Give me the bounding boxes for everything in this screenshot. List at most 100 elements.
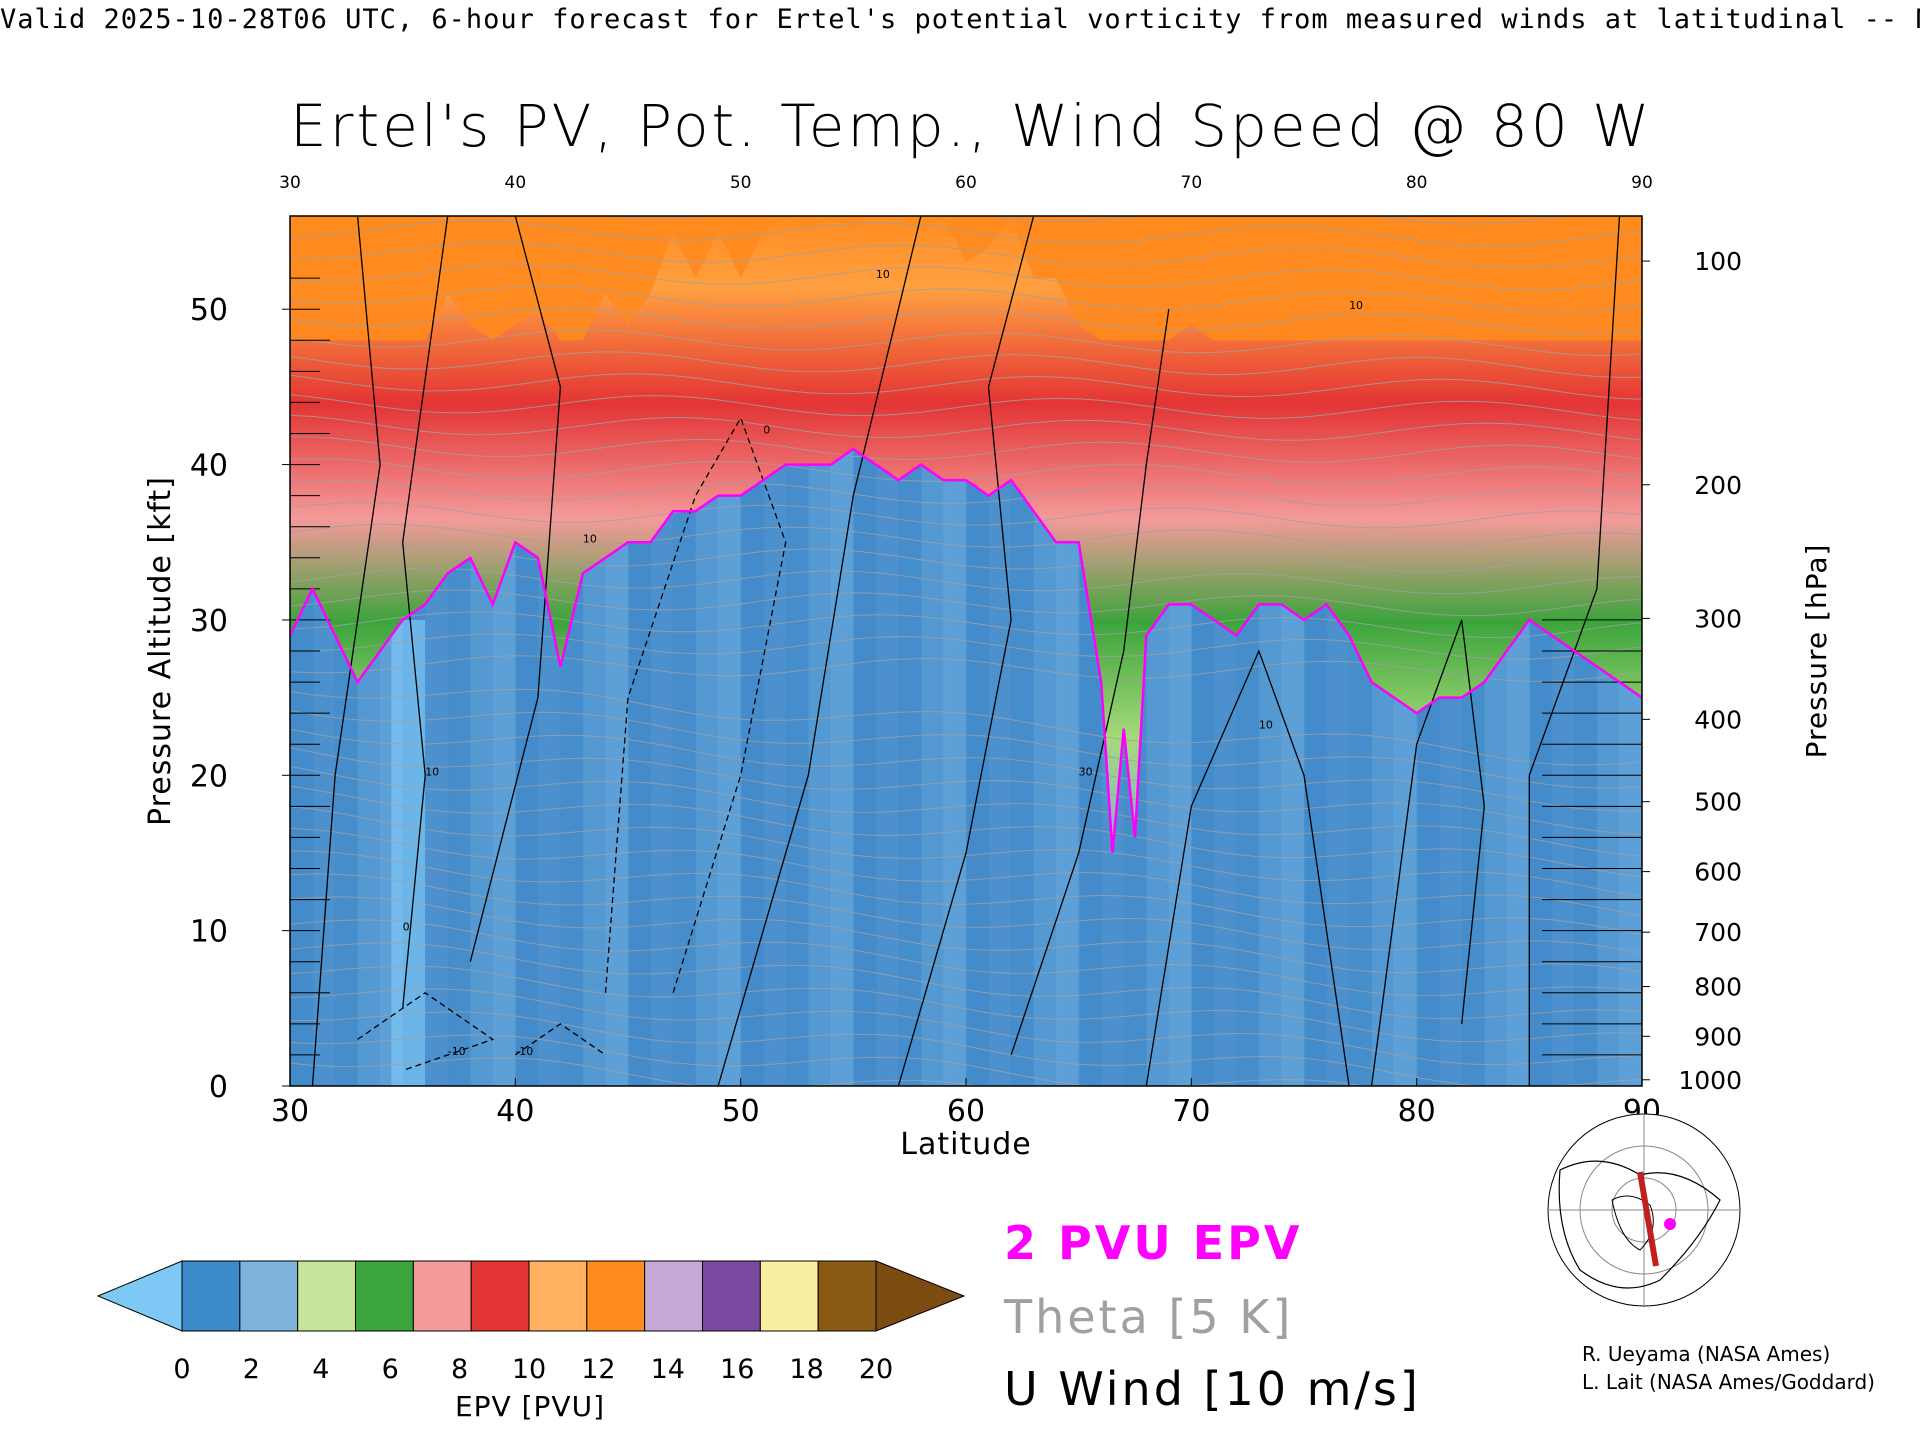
- pressure-tick-label: 100: [1694, 247, 1742, 276]
- x-tick-label: 30: [271, 1094, 309, 1129]
- colorbar-over-arrow: [875, 1260, 966, 1332]
- x-top-tick-label: 40: [505, 173, 527, 193]
- wind-contour: [402, 216, 449, 1009]
- chart-title: Ertel's PV, Pot. Temp., Wind Speed @ 80 …: [290, 92, 1653, 160]
- wind-contour-label: 10: [583, 532, 597, 545]
- wind-contour: [514, 1023, 606, 1056]
- theta-contour: [290, 394, 1642, 421]
- y-tick-label: 0: [209, 1070, 228, 1105]
- legend-theta: Theta [5 K]: [1004, 1290, 1294, 1344]
- wind-contour-label: -10: [515, 1045, 533, 1058]
- location-map: [1547, 1113, 1741, 1307]
- x-axis-top: 30 40 50 60 70 80 90: [279, 173, 1653, 193]
- pv-colorbar: 0 2 4 6 8 10 12 14 16 18 20 EPV [PVU]: [96, 1260, 966, 1423]
- colorbar-cell: [297, 1260, 356, 1332]
- pressure-tick-label: 200: [1694, 471, 1742, 500]
- theta-contour: [290, 1034, 1366, 1086]
- colorbar-cell: [644, 1260, 704, 1332]
- y-axis-label: Pressure Altitude [kft]: [143, 476, 178, 826]
- wind-contour-label: 10: [1349, 299, 1363, 312]
- wind-contour-label: 10: [876, 268, 890, 281]
- y-tick-label: 10: [190, 915, 228, 950]
- x-axis-label: Latitude: [900, 1127, 1031, 1162]
- theta-contour: [290, 307, 1642, 335]
- legend-2pvu: 2 PVU EPV: [1004, 1216, 1303, 1270]
- theta-contour: [290, 896, 1642, 974]
- colorbar-tick-label: 2: [243, 1354, 260, 1385]
- x-tick-label: 60: [947, 1094, 985, 1129]
- x-top-tick-label: 90: [1631, 173, 1653, 193]
- low-pv-column: [391, 619, 426, 1086]
- pressure-tick-label: 300: [1694, 604, 1742, 633]
- colorbar-tick-label: 20: [859, 1354, 893, 1385]
- colorbar-under-arrow: [96, 1260, 183, 1332]
- x-tick-label: 80: [1398, 1094, 1436, 1129]
- theta-contour: [290, 710, 1642, 789]
- credit-line-1: R. Ueyama (NASA Ames): [1582, 1342, 1831, 1366]
- x-top-tick-label: 30: [279, 173, 301, 193]
- theta-contour: [290, 988, 1642, 1066]
- y-tick-label: 40: [190, 449, 228, 484]
- colorbar-tick-label: 18: [789, 1354, 823, 1385]
- theta-contour: [290, 219, 1642, 247]
- theta-contour: [290, 589, 1642, 617]
- theta-contour: [290, 728, 1642, 812]
- colorbar-tick-label: 12: [581, 1354, 615, 1385]
- colorbar-tick-label: 0: [173, 1354, 190, 1385]
- colorbar-cell: [181, 1260, 241, 1332]
- colorbar-cell: [759, 1260, 819, 1332]
- legend-wind: U Wind [10 m/s]: [1004, 1362, 1421, 1416]
- colorbar-cell: [355, 1260, 414, 1332]
- location-marker: [1664, 1218, 1676, 1230]
- pressure-tick-label: 900: [1694, 1022, 1742, 1051]
- x-tick-label: 40: [496, 1094, 534, 1129]
- wind-contour: [311, 216, 381, 1086]
- wind-contour-label: 0: [403, 921, 410, 934]
- stratosphere-upper-band: [290, 216, 1642, 341]
- wind-contour-label: 10: [1259, 719, 1273, 732]
- theta-contour: [290, 567, 1642, 595]
- wind-contour-label: 10: [425, 765, 439, 778]
- theta-contour: [290, 1011, 1642, 1086]
- x-axis-bottom: 30 40 50 60 70 80 90: [271, 1078, 1661, 1129]
- pressure-tick-label: 500: [1694, 788, 1742, 817]
- theta-contour: [290, 241, 1642, 269]
- colorbar-tick-label: 16: [720, 1354, 754, 1385]
- y-tick-label: 20: [190, 759, 228, 794]
- wind-contours: [290, 216, 1642, 1086]
- x-top-tick-label: 80: [1406, 173, 1428, 193]
- y-tick-label: 30: [190, 604, 228, 639]
- colorbar-tick-label: 6: [382, 1354, 399, 1385]
- colorbar-cell: [586, 1260, 646, 1332]
- x-tick-label: 50: [722, 1094, 760, 1129]
- colorbar-cell: [239, 1260, 299, 1332]
- theta-contour: [290, 523, 1642, 551]
- theta-contour: [290, 965, 1642, 1043]
- colorbar-cell: [702, 1260, 761, 1332]
- x-top-tick-label: 60: [955, 173, 977, 193]
- y-tick-label: 50: [190, 293, 228, 328]
- wind-contour: [1370, 619, 1485, 1086]
- x-top-tick-label: 50: [730, 173, 752, 193]
- wind-contour-label: -10: [448, 1045, 466, 1058]
- colorbar-tick-label: 14: [651, 1354, 685, 1385]
- colorbar-cell: [412, 1260, 472, 1332]
- theta-contour: [290, 611, 1642, 639]
- valid-time-line: Valid 2025-10-28T06 UTC, 6-hour forecast…: [0, 4, 1920, 35]
- wind-contour: [1145, 649, 1350, 1086]
- theta-contour: [606, 216, 1567, 225]
- wind-contour-label: 0: [763, 424, 770, 437]
- pressure-tick-label: 1000: [1678, 1066, 1742, 1095]
- colorbar-tick-label: 8: [451, 1354, 468, 1385]
- theta-contour: [290, 285, 1642, 313]
- pressure-tick-label: 800: [1694, 973, 1742, 1002]
- colorbar-tick-label: 4: [312, 1354, 329, 1385]
- theta-contour: [290, 688, 1642, 766]
- theta-contour: [290, 501, 1642, 529]
- theta-contour: [290, 827, 1642, 917]
- wind-contour-labels: 10 10 0 10 10 10 30 0 -10 -10: [403, 268, 1363, 1058]
- wind-contour: [1010, 309, 1170, 1056]
- theta-contour: [290, 806, 1642, 898]
- theta-contour: [290, 329, 1642, 357]
